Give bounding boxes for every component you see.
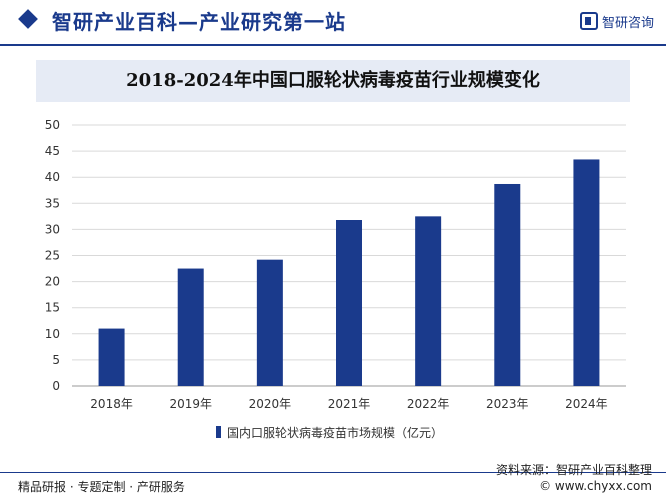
y-tick-label: 5: [52, 353, 60, 367]
bar: [256, 259, 283, 386]
title-band: [36, 60, 630, 102]
bar: [573, 159, 600, 386]
logo: 智研咨询: [579, 10, 654, 32]
header-divider: [0, 44, 666, 46]
legend-swatch: [216, 426, 221, 438]
y-tick-label: 10: [45, 327, 60, 341]
site-url: © www.chyxx.com: [539, 479, 652, 493]
logo-icon: [579, 12, 598, 30]
x-tick-label: 2020年: [249, 397, 292, 411]
y-tick-label: 25: [45, 249, 60, 263]
bar: [336, 220, 362, 386]
x-tick-label: 2018年: [90, 397, 133, 411]
site-title: 智研产业百科—产业研究第一站: [52, 10, 346, 34]
chart-title: 2018-2024年中国口服轮状病毒疫苗行业规模变化: [126, 70, 540, 91]
header: 智研产业百科—产业研究第一站 智研咨询: [0, 0, 666, 44]
y-tick-label: 50: [45, 118, 60, 132]
bar: [177, 268, 204, 386]
y-tick-label: 35: [45, 196, 60, 210]
x-tick-label: 2021年: [328, 397, 371, 411]
x-tick-label: 2024年: [565, 397, 608, 411]
footer-tagline: 精品研报 · 专题定制 · 产研服务: [18, 480, 185, 494]
bar: [494, 183, 521, 386]
y-tick-label: 45: [45, 144, 60, 158]
y-tick-label: 15: [45, 301, 60, 315]
legend-label: 国内口服轮状病毒疫苗市场规模（亿元）: [227, 425, 443, 440]
x-tick-label: 2022年: [407, 397, 450, 411]
y-tick-label: 30: [45, 222, 60, 236]
bar: [415, 216, 442, 386]
bar: [98, 328, 125, 386]
y-tick-label: 0: [52, 379, 60, 393]
logo-text: 智研咨询: [601, 15, 654, 31]
x-tick-label: 2023年: [486, 397, 529, 411]
footer-divider: [0, 472, 666, 473]
x-tick-label: 2019年: [169, 397, 212, 411]
y-tick-label: 20: [45, 275, 60, 289]
source-note: 资料来源：智研产业百科整理: [495, 463, 652, 477]
y-tick-label: 40: [45, 170, 60, 184]
